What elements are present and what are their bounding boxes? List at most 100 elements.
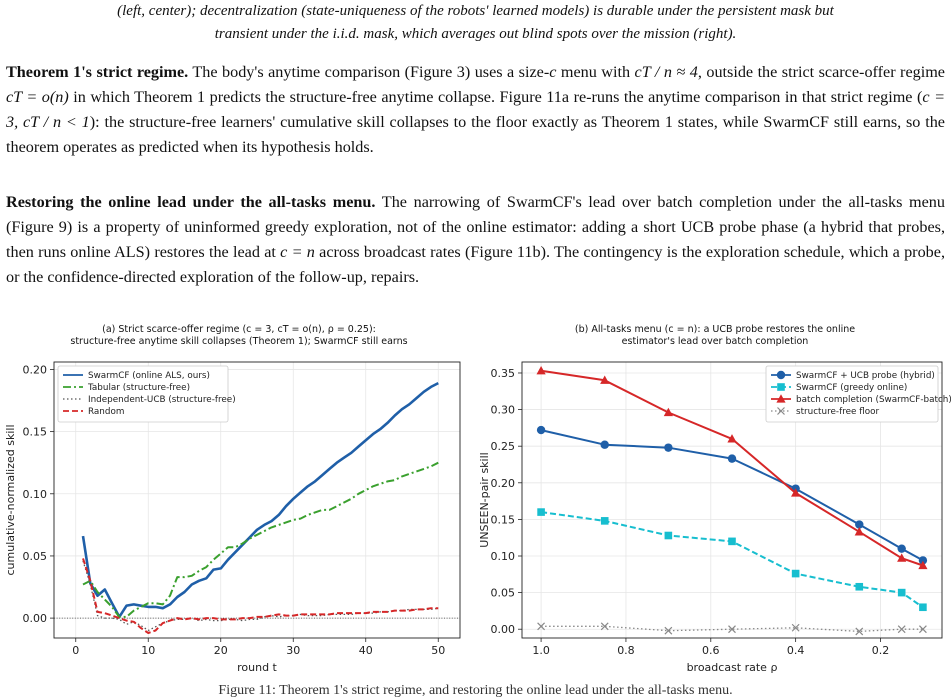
text-run: , outside the strict scarce-offer regime [697, 63, 945, 81]
text-run: menu with [556, 63, 635, 81]
y-axis-label: UNSEEN-pair skill [478, 452, 491, 547]
data-point [777, 383, 785, 391]
y-tick-label: 0.15 [491, 513, 516, 526]
data-point [536, 365, 546, 375]
chart-b-title-line-2: estimator's lead over batch completion [621, 336, 809, 347]
text-run: across broadcast rates (Figure 11b). The… [6, 243, 945, 286]
data-point [728, 625, 736, 634]
data-point [855, 582, 864, 591]
y-tick-label: 0.00 [23, 612, 48, 625]
math-inline: cT = o(n) [6, 88, 69, 106]
series-random [82, 558, 439, 634]
legend-label: structure-free floor [796, 407, 880, 417]
data-point [664, 531, 673, 540]
x-tick-label: 0.6 [702, 644, 720, 657]
chart-a-title: (a) Strict scarce-offer regime (c = 3, c… [10, 324, 468, 348]
data-point [663, 407, 673, 417]
chart-b: 1.0 0.8 0.6 0.4 0.2 0.00 0.05 0.10 0.15 0.20 0.25 0… [478, 361, 951, 674]
plot-frame [521, 361, 943, 639]
legend: SwarmCF (online ALS, ours) Tabular (struc… [57, 365, 236, 423]
paragraph-strict-regime: Theorem 1's strict regime. The body's an… [6, 60, 945, 160]
data-point [897, 544, 906, 553]
y-tick-label: 0.10 [23, 488, 48, 501]
legend-item: structure-free floor [771, 407, 880, 417]
data-point [897, 553, 907, 562]
legend-item: SwarmCF (greedy online) [771, 383, 907, 393]
series-line [82, 558, 439, 634]
data-point [918, 625, 927, 634]
legend-label: SwarmCF + UCB probe (hybrid) [796, 371, 935, 381]
legend-box [57, 365, 229, 423]
legend-box [765, 365, 939, 423]
series-line [540, 511, 924, 609]
chart-b-title: (b) All-tasks menu (c = n): a UCB probe … [485, 324, 945, 348]
series-batch-completion-swarmcf-batch [536, 365, 928, 570]
x-tick-label: 0 [72, 644, 79, 657]
legend-label: Independent-UCB (structure-free) [88, 395, 236, 405]
legend-label: batch completion (SwarmCF-batch) [796, 395, 951, 405]
y-tick-label: 0.10 [491, 550, 516, 563]
text-run: in which Theorem 1 predicts the structur… [68, 88, 923, 106]
data-point [600, 440, 609, 449]
data-point [600, 622, 609, 631]
data-point [776, 370, 786, 380]
y-tick-label: 0.35 [491, 367, 516, 380]
data-point [537, 622, 546, 631]
caption-line-1: (left, center); decentralization (state-… [117, 3, 834, 19]
series-structure-free-floor [537, 622, 927, 636]
series-line [540, 429, 924, 562]
previous-figure-caption: (left, center); decentralization (state-… [0, 0, 951, 46]
text-run: The narrowing of SwarmCF's lead over bat… [6, 193, 945, 261]
data-point [854, 527, 864, 536]
chart-a-title-line-1: (a) Strict scarce-offer regime (c = 3, c… [102, 324, 376, 335]
data-point [791, 488, 801, 497]
series-line [82, 461, 439, 618]
data-point [727, 434, 737, 443]
x-tick-label: 10 [141, 644, 155, 657]
y-tick-label: 0.05 [491, 587, 516, 600]
y-tick-label: 0.15 [23, 426, 48, 439]
x-axis-label: broadcast rate ρ [687, 661, 778, 674]
x-tick-label: 20 [214, 644, 228, 657]
series-independent-ucb-structure-free [82, 560, 439, 632]
caption-line-2: transient under the i.i.d. mask, which a… [214, 26, 737, 42]
data-point [791, 623, 800, 632]
data-point [777, 407, 785, 415]
data-point [664, 443, 673, 452]
text-run: The body's anytime comparison (Figure 3)… [188, 63, 550, 81]
y-tick-label: 0.05 [23, 550, 48, 563]
legend-item: Independent-UCB (structure-free) [63, 395, 236, 405]
data-point [855, 520, 864, 529]
plot-frame [53, 361, 461, 639]
paragraph-restoring-online-lead: Restoring the online lead under the all-… [6, 190, 945, 290]
legend-item: Tabular (structure-free) [63, 383, 190, 393]
chart-a: 0 10 20 30 40 50 0.00 0.05 0.10 0.15 0.20 round t cu… [4, 361, 461, 674]
legend-label: Tabular (structure-free) [87, 383, 190, 393]
math-inline: cT / n ≈ 4 [634, 63, 698, 81]
data-point [918, 556, 928, 565]
legend-item: batch completion (SwarmCF-batch) [771, 394, 951, 405]
data-point [728, 537, 736, 546]
x-tick-label: 1.0 [532, 644, 550, 657]
series-line [82, 560, 439, 632]
y-tick-label: 0.20 [491, 477, 516, 490]
legend: SwarmCF + UCB probe (hybrid) SwarmCF (gre… [765, 365, 951, 423]
series-line [540, 369, 924, 567]
x-tick-label: 40 [359, 644, 373, 657]
legend-label: Random [88, 407, 124, 417]
data-point [897, 588, 906, 597]
chart-a-title-line-2: structure-free anytime skill collapses (… [70, 336, 408, 347]
data-point [600, 517, 609, 525]
paragraph-heading: Restoring the online lead under the all-… [6, 193, 376, 211]
x-axis-label: round t [237, 661, 277, 674]
data-point [918, 560, 928, 570]
data-point [664, 626, 673, 635]
data-point [536, 425, 546, 435]
data-point [537, 508, 545, 516]
paragraph-heading: Theorem 1's strict regime. [6, 63, 189, 81]
data-point [855, 627, 864, 636]
y-axis-label: cumulative-normalized skill [4, 424, 17, 575]
math-inline: c [549, 63, 557, 81]
data-point [919, 603, 927, 612]
x-tick-label: 0.2 [872, 644, 890, 657]
